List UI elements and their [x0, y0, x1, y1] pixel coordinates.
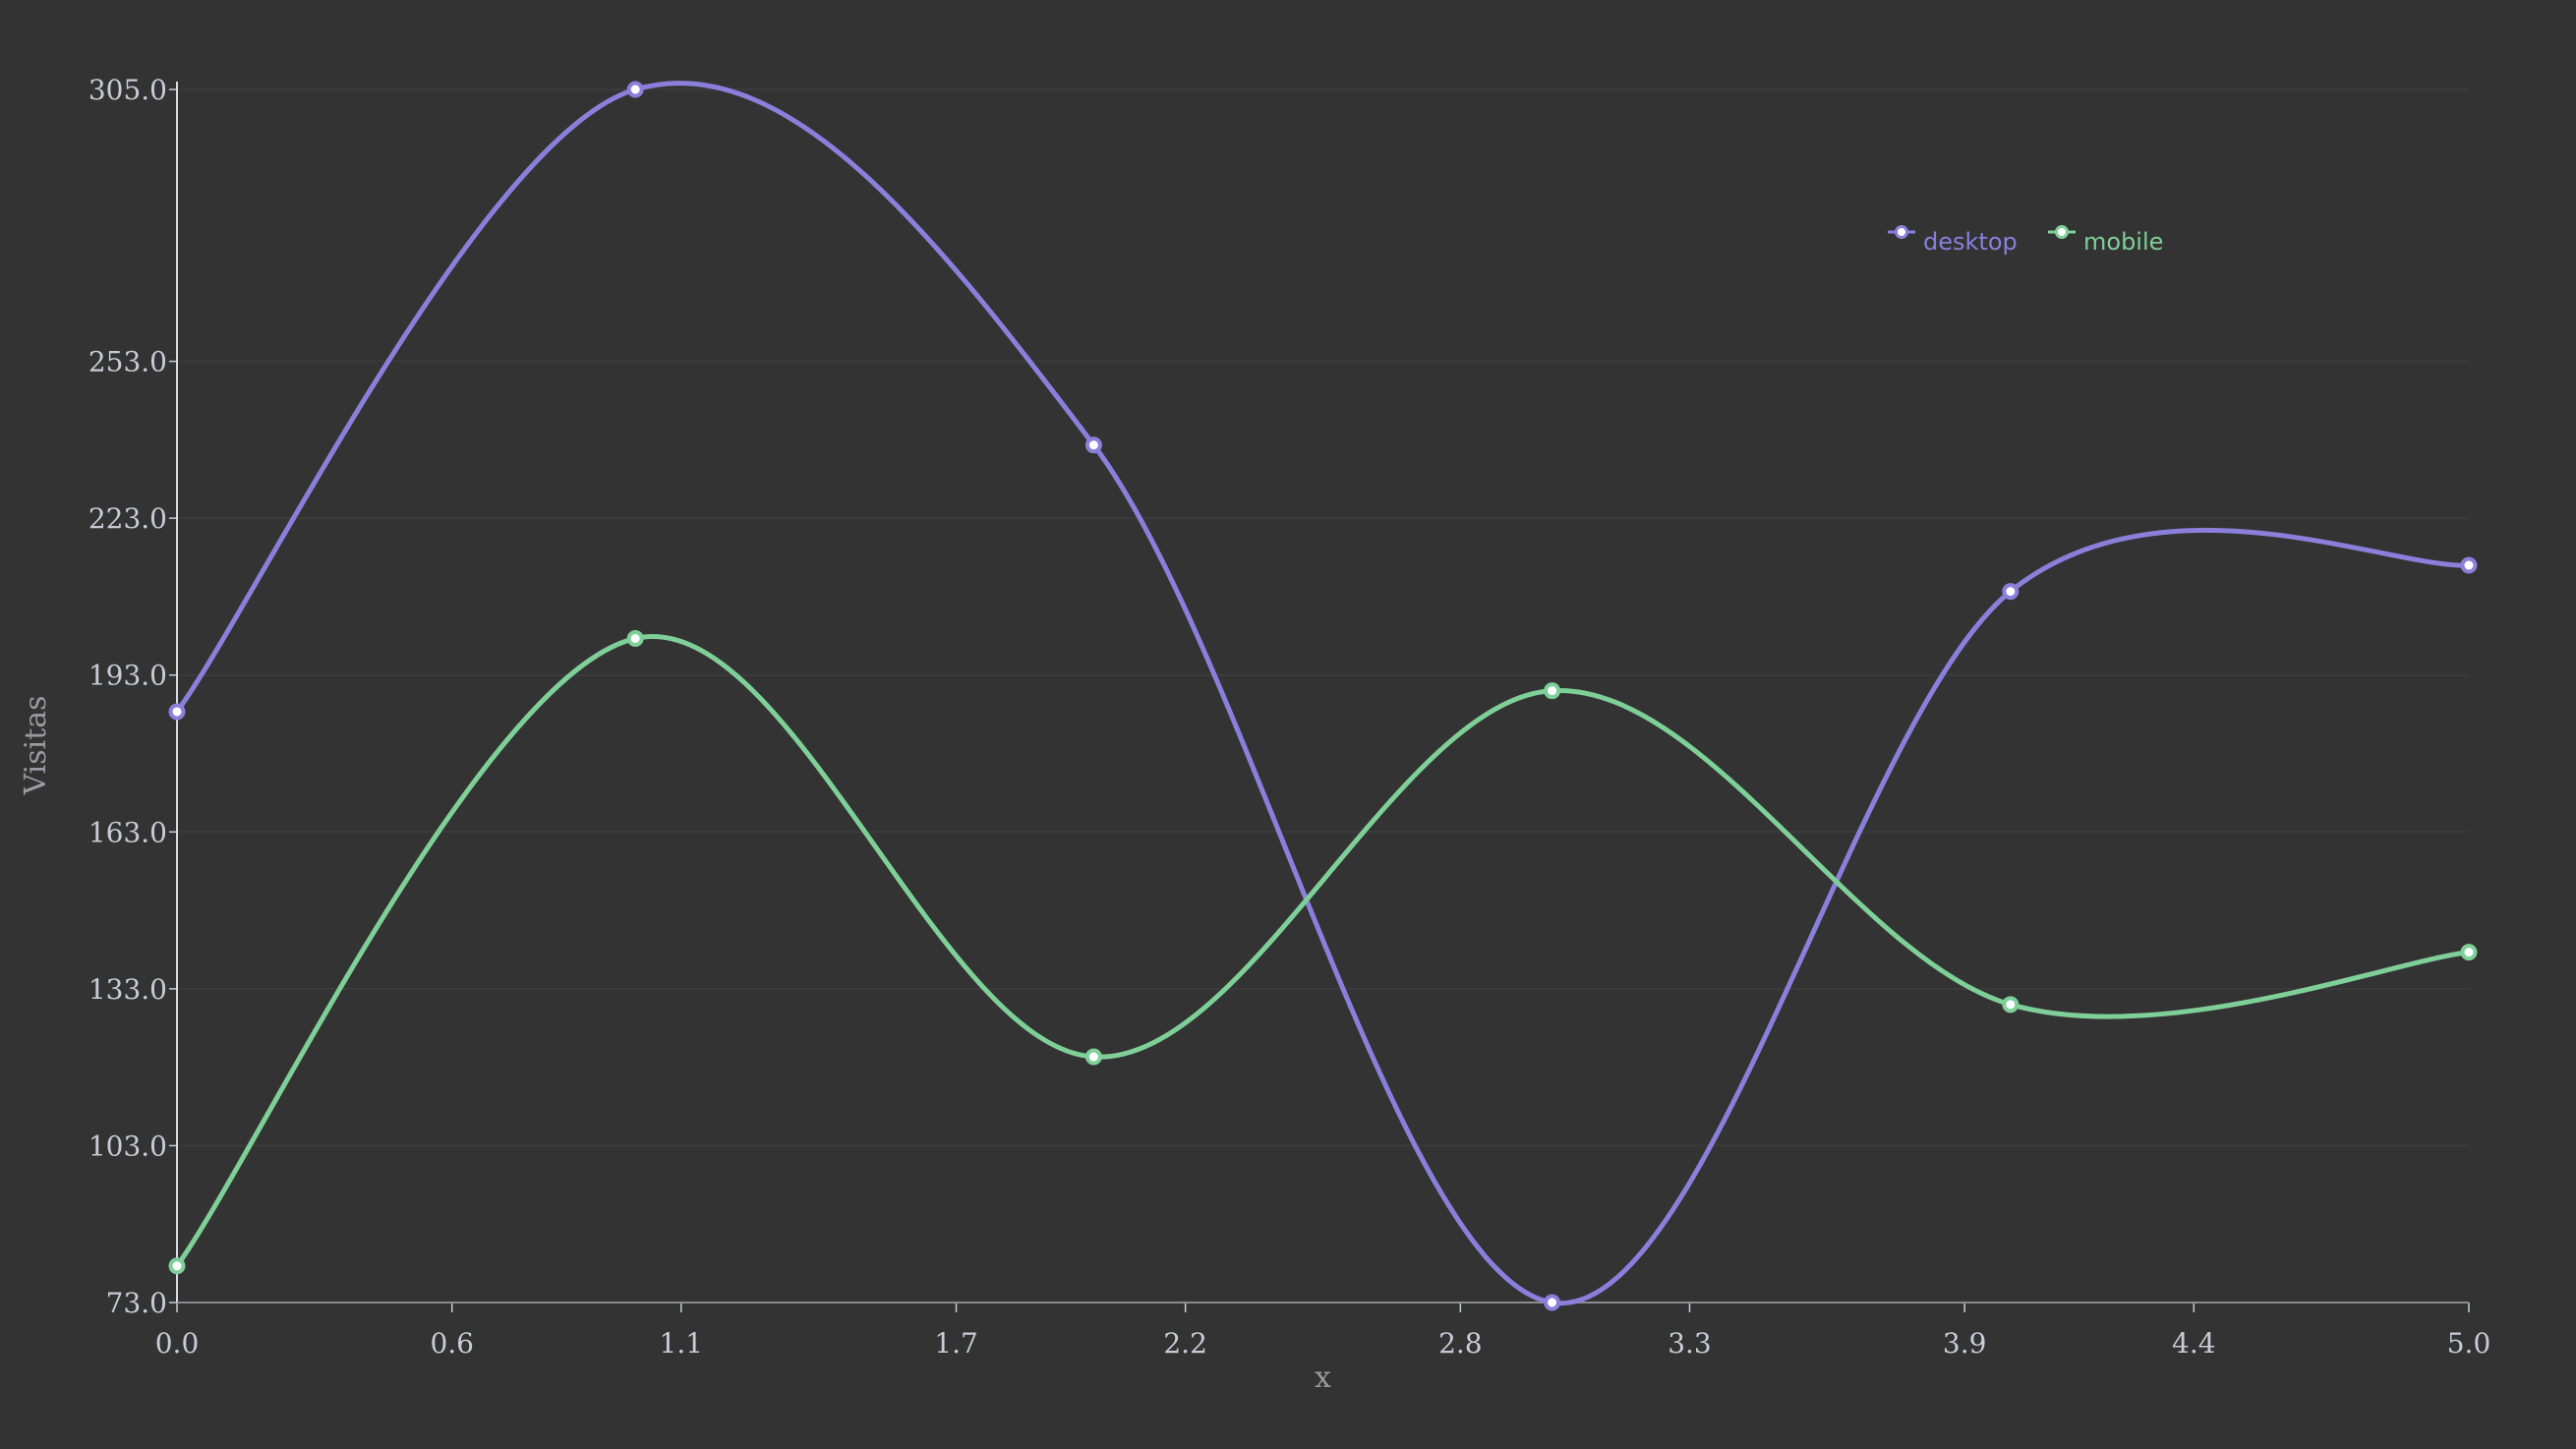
y-tick-label: 133.0 [88, 973, 167, 1006]
x-axis-title: x [1315, 1361, 1331, 1395]
legend-label: desktop [1923, 228, 2018, 256]
gridlines [177, 88, 2469, 1304]
x-tick-label: 0.0 [155, 1327, 200, 1360]
y-tick-label: 73.0 [106, 1287, 167, 1319]
legend-item-mobile[interactable]: mobile [2048, 225, 2163, 257]
y-axis-title: Visitas [19, 695, 53, 795]
x-tick-label: 4.4 [2172, 1327, 2216, 1360]
data-point-desktop [2002, 583, 2020, 601]
x-tick-label: 5.0 [2447, 1327, 2491, 1360]
legend-label: mobile [2083, 228, 2163, 256]
series-lines [174, 81, 2472, 1305]
data-point-desktop [1544, 1294, 1561, 1311]
y-tick-label: 163.0 [88, 816, 167, 848]
legend-marker-dot [1895, 225, 1908, 239]
data-points [168, 81, 2478, 1311]
y-tick-label: 305.0 [88, 74, 167, 106]
data-point-desktop [2460, 556, 2478, 574]
data-point-mobile [2002, 996, 2020, 1014]
data-point-mobile [626, 629, 644, 647]
x-tick-label: 1.1 [660, 1327, 704, 1360]
legend-item-desktop[interactable]: desktop [1888, 225, 2018, 257]
x-tick-label: 2.8 [1438, 1327, 1483, 1360]
y-tick-label: 253.0 [88, 346, 167, 378]
x-tick-label: 1.7 [934, 1327, 978, 1360]
data-point-mobile [1544, 682, 1561, 700]
y-tick-label: 223.0 [88, 502, 167, 535]
data-point-desktop [626, 81, 644, 98]
series-line-mobile [174, 634, 2472, 1269]
data-point-mobile [2460, 944, 2478, 961]
x-tick-label: 2.2 [1163, 1327, 1207, 1360]
data-point-desktop [1084, 436, 1102, 454]
x-tick-label: 3.9 [1943, 1327, 1987, 1360]
y-tick-label: 103.0 [88, 1130, 167, 1162]
legend-marker-dot [2055, 225, 2069, 239]
y-tick-label: 193.0 [88, 660, 167, 692]
data-point-desktop [168, 703, 186, 721]
x-tick-label: 0.6 [430, 1327, 474, 1360]
series-line-desktop [174, 81, 2472, 1305]
legend[interactable]: desktop mobile [1888, 225, 2163, 257]
data-point-mobile [168, 1257, 186, 1275]
x-tick-label: 3.3 [1668, 1327, 1712, 1360]
axes: 73.0 103.0 133.0 163.0 193.0 223.0 253.0 305.0 0… [88, 74, 2490, 1360]
data-point-mobile [1084, 1048, 1102, 1066]
